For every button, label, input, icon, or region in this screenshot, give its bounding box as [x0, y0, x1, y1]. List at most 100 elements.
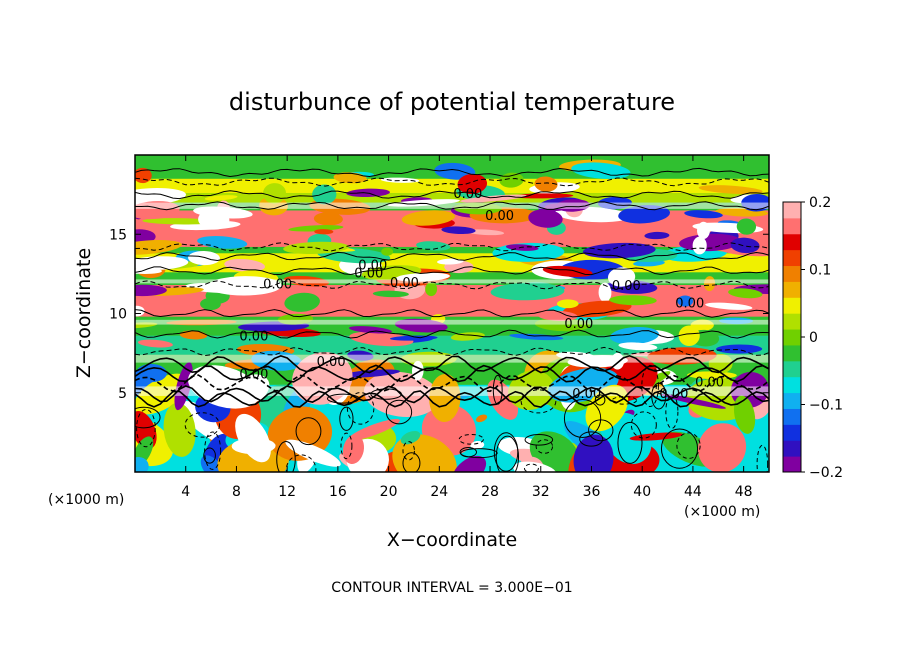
contour-label: 0.00 — [358, 258, 387, 273]
x-tick-label: 8 — [232, 484, 241, 500]
contour-closed — [285, 454, 317, 472]
field-patch — [392, 434, 457, 472]
colorbar-swatch — [783, 456, 801, 473]
contour-layer — [135, 167, 769, 472]
field-patch — [687, 371, 737, 380]
field-patch — [416, 241, 451, 251]
field-patch — [452, 455, 487, 472]
field-white-patch — [437, 258, 464, 265]
colorbar-tick-label: −0.1 — [809, 398, 843, 414]
contour-closed — [523, 463, 539, 472]
contour-closed — [535, 439, 554, 454]
contour-line — [135, 242, 769, 252]
field-white-patch — [135, 256, 189, 271]
field-white-patch — [697, 221, 710, 239]
x-tick-label: 24 — [430, 484, 448, 500]
field-white-patch — [380, 177, 420, 183]
contour-label: 0.00 — [263, 277, 292, 292]
field-patch — [556, 299, 579, 309]
contour-closed — [203, 447, 216, 464]
x-tick-label: 48 — [735, 484, 753, 500]
field-patch — [135, 240, 182, 255]
x-tick-label: 32 — [532, 484, 550, 500]
contour-closed — [641, 364, 659, 408]
contour-closed — [676, 432, 701, 459]
field-patch — [728, 288, 763, 299]
field-patch — [224, 258, 266, 272]
field-patch — [490, 282, 565, 301]
colorbar-swatch — [783, 329, 801, 346]
contour-line — [135, 251, 769, 262]
contour-closed — [184, 412, 221, 438]
field-patch — [349, 331, 414, 347]
field-patch — [534, 176, 558, 192]
field-patch — [163, 402, 196, 457]
y-tick-label: 15 — [109, 227, 127, 243]
x-tick-label: 20 — [380, 484, 398, 500]
x-tick-label: 44 — [684, 484, 702, 500]
contour-closed — [611, 396, 638, 405]
field-white-band — [135, 319, 769, 325]
field-layer — [135, 159, 769, 472]
colorbar-swatch — [783, 376, 801, 394]
field-patch — [435, 346, 470, 354]
colorbar-tick-label: 0 — [809, 330, 818, 346]
contour-closed — [630, 411, 657, 439]
field-patch — [698, 185, 763, 195]
field-patch — [441, 226, 476, 235]
contour-line — [135, 329, 769, 339]
field-white-band — [135, 354, 769, 363]
field-patch — [177, 304, 197, 314]
contour-closed — [370, 388, 402, 400]
contour-closed — [135, 406, 161, 429]
contour-interval-footer: CONTOUR INTERVAL = 3.000E−01 — [331, 580, 572, 596]
contour-closed — [295, 417, 322, 446]
field-patch — [425, 282, 438, 297]
x-tick-label: 40 — [633, 484, 651, 500]
colorbar-tick-label: 0.1 — [809, 263, 831, 279]
field-patch — [678, 325, 700, 347]
field-white-patch — [705, 302, 753, 310]
contour-closed — [458, 433, 484, 445]
contour-closed — [563, 398, 602, 438]
contour-line — [135, 167, 769, 178]
contour-label: 0.00 — [659, 387, 688, 402]
colorbar-swatch — [783, 265, 801, 282]
field-patch — [457, 173, 488, 195]
field-patch — [179, 330, 208, 340]
contour-label: 0.00 — [695, 376, 724, 391]
field-patch — [715, 344, 763, 354]
field-patch — [429, 373, 461, 423]
field-patch — [603, 412, 652, 465]
colorbar-swatch — [783, 408, 801, 425]
contour-closed — [460, 448, 498, 459]
contour-line — [135, 190, 769, 200]
x-tick-label: 16 — [329, 484, 347, 500]
contour-label: 0.00 — [564, 317, 593, 332]
field-patch — [677, 295, 694, 307]
contour-line — [135, 354, 769, 374]
contour-label: 0.00 — [239, 368, 268, 383]
field-band — [135, 193, 769, 203]
colorbar-swatch — [783, 281, 801, 298]
field-white-patch — [692, 236, 707, 255]
contour-label-layer: 0.000.000.000.000.000.000.00 0.000.000.00… — [239, 187, 724, 402]
x-tick-label: 36 — [583, 484, 601, 500]
field-white-band — [135, 386, 769, 396]
field-patch — [509, 333, 564, 341]
field-patch — [684, 210, 723, 219]
field-patch — [142, 218, 215, 225]
contour-line — [135, 385, 769, 404]
contour-label: 0.00 — [572, 387, 601, 402]
field-patch — [609, 295, 657, 306]
contour-closed — [665, 394, 679, 429]
colorbar-swatch — [783, 249, 801, 267]
field-patch — [733, 395, 756, 434]
colorbar-swatch — [783, 202, 801, 219]
field-white-band — [135, 202, 769, 209]
x-tick-label: 4 — [181, 484, 190, 500]
field-white-patch — [618, 342, 658, 351]
contour-closed — [617, 421, 643, 464]
contour-closed — [459, 447, 478, 458]
field-patch — [629, 432, 683, 441]
